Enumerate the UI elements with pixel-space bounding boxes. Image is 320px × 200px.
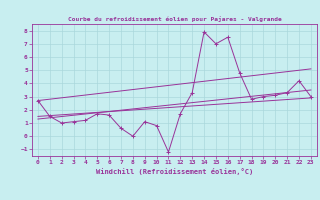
Title: Courbe du refroidissement éolien pour Pajares - Valgrande: Courbe du refroidissement éolien pour Pa… — [68, 16, 281, 22]
X-axis label: Windchill (Refroidissement éolien,°C): Windchill (Refroidissement éolien,°C) — [96, 168, 253, 175]
